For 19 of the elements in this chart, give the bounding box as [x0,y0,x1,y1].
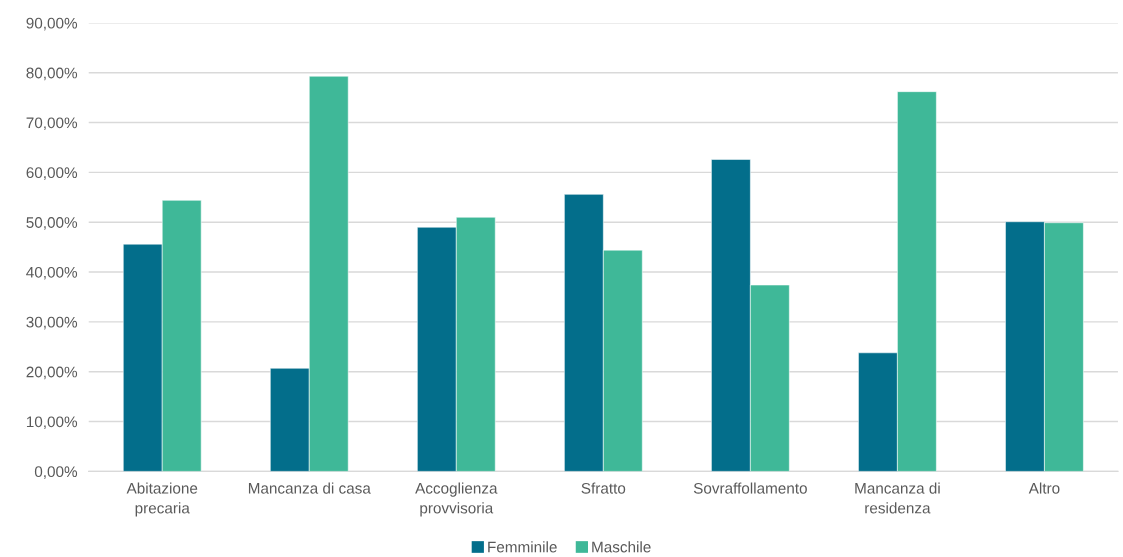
y-tick-label: 70,00% [26,117,78,131]
y-tick-label: 10,00% [26,416,78,430]
legend-label: Maschile [592,541,651,553]
y-tick-label: 40,00% [26,266,78,280]
y-tick-label: 60,00% [26,167,78,180]
x-tick-label: Mancanza di casa [248,482,371,494]
y-tick-label: 20,00% [26,366,78,380]
legend-label: Femminile [488,541,557,553]
x-tick-label: Sovraffollamento [693,482,807,494]
y-tick-label: 90,00% [26,17,78,31]
y-tick-label: 50,00% [26,217,78,230]
y-tick-label: 80,00% [26,67,78,81]
y-tick-label: 30,00% [26,316,78,330]
x-tick-label: Sfratto [581,482,626,494]
y-tick-label: 0,00% [34,466,78,479]
x-tick-label: Altro [1028,482,1060,494]
x-tick-label: Accoglienza provvisoria [415,482,498,517]
x-tick-label: Mancanza di residenza [855,482,940,514]
x-tick-label: Abitazione precaria [126,482,198,517]
